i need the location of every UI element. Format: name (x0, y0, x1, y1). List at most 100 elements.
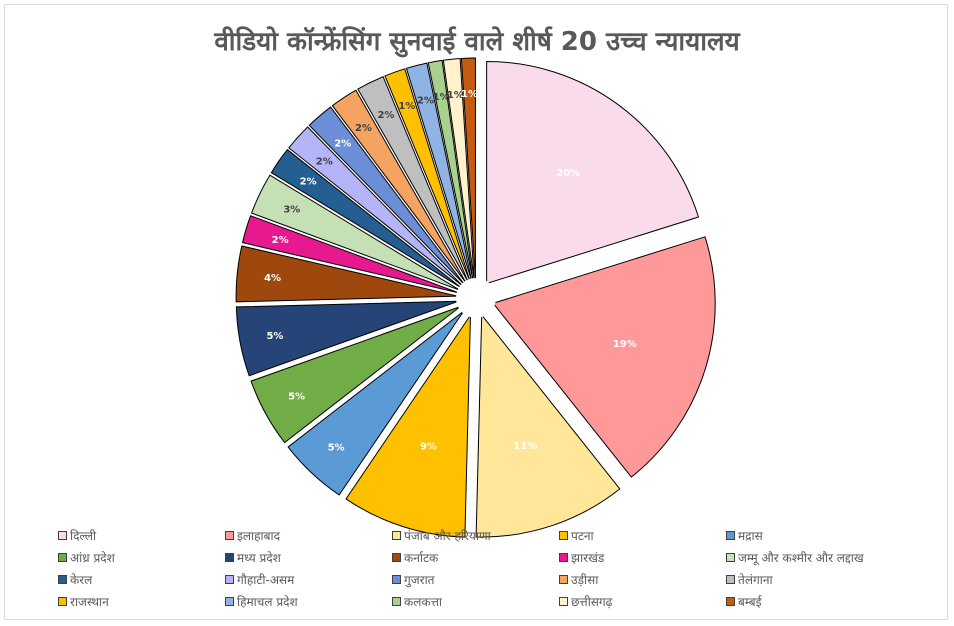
legend-item: कर्नाटक (392, 548, 559, 566)
legend-item: मध्य प्रदेश (225, 548, 392, 566)
pie-slice (492, 236, 716, 478)
legend-item: हिमाचल प्रदेश (225, 592, 392, 610)
pie-slice (270, 148, 462, 289)
legend-label: जम्मू और कश्मीर और लद्दाख (738, 550, 864, 565)
legend-item: झारखंड (559, 548, 726, 566)
pie-slice (475, 313, 621, 538)
legend-swatch (225, 552, 234, 562)
legend-swatch (58, 530, 67, 540)
slice-data-label: 9% (420, 442, 437, 453)
pie-slice (460, 57, 476, 281)
legend-swatch (58, 596, 67, 606)
slice-data-label: 2% (316, 156, 333, 167)
legend-item: कलकत्ता (392, 592, 559, 610)
slice-data-label: 2% (377, 110, 394, 121)
slice-data-label: 2% (417, 95, 434, 106)
slice-data-label: 5% (288, 392, 305, 403)
slice-data-label: 1% (398, 101, 415, 112)
slice-data-label: 19% (613, 339, 637, 350)
pie-center (456, 278, 496, 318)
legend-swatch (58, 552, 67, 562)
legend-swatch (392, 530, 401, 540)
legend-label: कर्नाटक (404, 550, 439, 565)
legend-label: छत्तीसगढ़ (571, 594, 613, 609)
legend-label: पंजाब और हरियाणा (404, 528, 491, 543)
legend-swatch (559, 530, 568, 540)
slice-data-label: 20% (556, 168, 580, 179)
pie-slice (442, 58, 475, 281)
legend-swatch (559, 552, 568, 562)
pie-slice (427, 59, 474, 281)
legend-item: दिल्ली (58, 526, 225, 544)
slice-data-label: 11% (513, 441, 537, 452)
pie-slice (250, 174, 461, 291)
pie-slice (235, 245, 459, 303)
legend-label: झारखंड (571, 550, 605, 565)
slice-data-label: 1% (433, 92, 450, 103)
legend-label: कलकत्ता (404, 594, 442, 609)
chart-title: वीडियो कॉन्फ्रेंसिंग सुनवाई वाले शीर्ष 2… (214, 27, 740, 57)
legend-label: आंध्र प्रदेश (70, 550, 115, 565)
legend-swatch (559, 596, 568, 606)
legend-item: उड़ीसा (559, 570, 726, 588)
legend-swatch (225, 530, 234, 540)
legend-item: छत्तीसगढ़ (559, 592, 726, 610)
legend-item: गुजरात (392, 570, 559, 588)
pie-slice (486, 60, 700, 285)
legend-label: दिल्ली (70, 528, 97, 543)
legend-swatch (392, 574, 401, 584)
pie-slice (308, 106, 465, 285)
legend-swatch (392, 552, 401, 562)
legend-item: राजस्थान (58, 592, 225, 610)
legend-swatch (559, 574, 568, 584)
pie-slice (405, 62, 473, 281)
chart-legend: दिल्ली इलाहाबाद पंजाब और हरियाणा पटना मद्रास… (58, 526, 938, 610)
legend-label: तेलंगाना (738, 572, 773, 587)
legend-label: केरल (70, 572, 93, 587)
pie-slice (357, 76, 469, 283)
slice-data-label: 2% (334, 138, 351, 149)
legend-swatch (392, 596, 401, 606)
legend-item: पटना (559, 526, 726, 544)
pie-slice (250, 306, 461, 444)
legend-label: उड़ीसा (571, 572, 599, 587)
legend-item: तेलंगाना (726, 570, 893, 588)
slice-data-label: 1% (447, 90, 464, 101)
legend-swatch (225, 574, 234, 584)
slice-data-label: 5% (266, 331, 283, 342)
legend-item: मद्रास (726, 526, 893, 544)
legend-item: बम्बई (726, 592, 893, 610)
slice-data-label: 2% (300, 177, 317, 188)
pie-slice (288, 126, 464, 287)
pie-slice (345, 313, 472, 538)
legend-label: मद्रास (738, 528, 763, 543)
legend-label: हिमाचल प्रदेश (237, 594, 298, 609)
legend-label: मध्य प्रदेश (237, 550, 281, 565)
pie-slice (384, 68, 471, 282)
legend-item: इलाहाबाद (225, 526, 392, 544)
legend-swatch (726, 552, 735, 562)
legend-swatch (726, 574, 735, 584)
legend-label: इलाहाबाद (237, 528, 280, 543)
legend-label: राजस्थान (70, 594, 109, 609)
legend-label: बम्बई (738, 594, 762, 609)
pie-slice (287, 310, 465, 496)
legend-item: पंजाब और हरियाणा (392, 526, 559, 544)
slice-data-label: 5% (328, 443, 345, 454)
slice-data-label: 2% (272, 235, 289, 246)
slice-data-label: 3% (283, 205, 300, 216)
legend-swatch (58, 574, 67, 584)
legend-item: केरल (58, 570, 225, 588)
legend-swatch (225, 596, 234, 606)
legend-label: गौहाटी-असम (237, 572, 295, 587)
slice-data-label: 4% (264, 273, 281, 284)
pie-slice (331, 89, 467, 284)
legend-item: आंध्र प्रदेश (58, 548, 225, 566)
legend-swatch (726, 530, 735, 540)
legend-swatch (726, 596, 735, 606)
legend-item: गौहाटी-असम (225, 570, 392, 588)
pie-slice (241, 215, 459, 294)
pie-slice (235, 300, 459, 377)
slice-data-label: 2% (355, 123, 372, 134)
